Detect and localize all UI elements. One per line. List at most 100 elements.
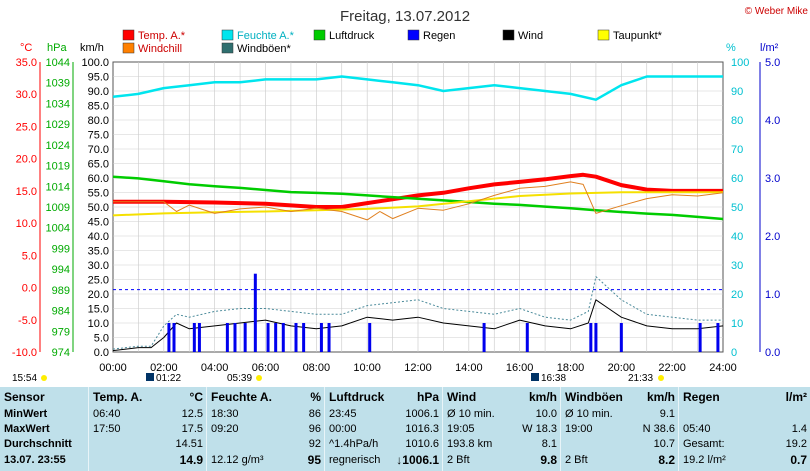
legend-swatch-0	[122, 29, 135, 41]
stats-wind-unit: km/h	[528, 390, 557, 404]
stats-col-humidity: Feuchte A.% 18:30 86 09:20 96 92 12.12 g/m³ 95	[206, 387, 325, 471]
wind-tick-1: 95.0	[88, 72, 109, 84]
legend-swatch-3	[407, 29, 420, 41]
stats-humidity-row3-label: 12.12 g/m³	[211, 454, 264, 466]
time-tick-5: 10:00	[353, 362, 381, 374]
chart-header: Freitag, 13.07.2012 © Weber Mike Temp. A.*…	[122, 6, 808, 55]
humidity-tick-2: 80	[731, 115, 743, 127]
wind-tick-14: 30.0	[88, 260, 109, 272]
stats-label-current: 13.07. 23:55	[4, 454, 66, 466]
wind-tick-9: 55.0	[88, 188, 109, 200]
humidity-tick-4: 60	[731, 173, 743, 185]
pressure-tick-11: 989	[52, 285, 70, 297]
stats-col-pressure: Luftdruck hPa 23:45 1006.1 00:00 1016.3 ^1.4hP…	[324, 387, 443, 471]
stats-rain-row2-value: 19.2	[785, 438, 807, 450]
legend-label-5: Taupunkt*	[613, 30, 663, 42]
legend-label-1: Feuchte A.*	[237, 30, 295, 42]
wind-tick-13: 35.0	[88, 246, 109, 258]
rain-tick-1: 4.0	[765, 115, 780, 127]
wind-tick-8: 60.0	[88, 173, 109, 185]
pressure-tick-3: 1029	[46, 119, 70, 131]
pressure-tick-1: 1039	[46, 78, 70, 90]
rain-bar-7	[253, 273, 257, 352]
stats-gust-row3-value: 8.2	[658, 453, 675, 467]
legend-swatch-7	[221, 42, 234, 54]
pressure-tick-14: 974	[52, 347, 70, 359]
humidity-tick-1: 90	[731, 86, 743, 98]
pressure-tick-0: 1044	[46, 57, 70, 69]
stats-humidity-row0-value: 86	[308, 408, 321, 420]
wind-tick-0: 100.0	[81, 57, 109, 69]
wind-tick-18: 10.0	[88, 318, 109, 330]
stats-rain-header: Regen	[683, 390, 720, 404]
temp-tick-4: 15.0	[16, 186, 37, 198]
wind-tick-19: 5.0	[94, 333, 109, 345]
time-tick-0: 00:00	[99, 362, 127, 374]
rain-bar-0	[167, 323, 171, 352]
legend-label-4: Wind	[518, 30, 543, 42]
rain-bar-3	[197, 323, 201, 352]
series-line-4	[113, 181, 724, 221]
pressure-tick-13: 979	[52, 326, 70, 338]
sun-icon-left	[41, 375, 47, 381]
wind-tick-17: 15.0	[88, 304, 109, 316]
humidity-tick-9: 10	[731, 318, 743, 330]
rain-bar-9	[274, 323, 278, 352]
moonrise-icon	[146, 373, 154, 381]
chart-title: Freitag, 13.07.2012	[340, 8, 470, 25]
humidity-tick-6: 40	[731, 231, 743, 243]
rain-bar-4	[225, 323, 229, 352]
chart-marks	[112, 75, 724, 352]
series-line-0	[113, 172, 723, 209]
stats-rain-row3-value: 0.7	[790, 453, 807, 467]
rain-bar-11	[294, 323, 298, 352]
series-line-6	[112, 276, 723, 350]
stats-label-max: MaxWert	[4, 423, 50, 435]
stats-pressure-row0-label: 23:45	[329, 408, 357, 420]
stats-temp-row0-label: 06:40	[93, 408, 121, 420]
pressure-tick-7: 1009	[46, 202, 70, 214]
time-tick-6: 12:00	[404, 362, 432, 374]
legend-swatch-5	[597, 29, 610, 41]
time-tick-12: 24:00	[709, 362, 737, 374]
wind-tick-7: 65.0	[88, 159, 109, 171]
legend-swatch-1	[221, 29, 234, 41]
stats-gust-header: Windböen	[565, 390, 623, 404]
temp-tick-3: 20.0	[16, 154, 37, 166]
wind-tick-5: 75.0	[88, 130, 109, 142]
temp-tick-1: 30.0	[16, 89, 37, 101]
stats-temp-header: Temp. A.	[93, 390, 143, 404]
rain-bar-16	[482, 323, 486, 352]
stats-temp-row2-value: 14.51	[175, 438, 203, 450]
humidity-tick-8: 20	[731, 289, 743, 301]
pressure-tick-10: 994	[52, 264, 70, 276]
legend-label-6: Windchill	[138, 43, 182, 55]
stats-humidity-row3-value: 95	[307, 453, 321, 467]
stats-gust-unit: km/h	[646, 390, 675, 404]
legend-label-3: Regen	[423, 30, 455, 42]
legend-label-2: Luftdruck	[329, 30, 375, 42]
stats-col-sensor: Sensor MinWert MaxWert Durchschnitt 13.0…	[0, 387, 88, 471]
stats-gust-row0-label: Ø 10 min.	[565, 408, 613, 420]
axis-unit-temp: °C	[20, 42, 32, 54]
rain-bar-14	[327, 323, 331, 352]
pressure-tick-6: 1014	[46, 181, 70, 193]
rain-bar-12	[302, 323, 306, 352]
legend-label-0: Temp. A.*	[138, 30, 186, 42]
rain-tick-2: 3.0	[765, 173, 780, 185]
temp-tick-0: 35.0	[16, 57, 37, 69]
sunset-icon	[658, 375, 664, 381]
rain-bar-17	[525, 323, 529, 352]
stats-wind-header: Wind	[447, 390, 477, 404]
time-tick-2: 04:00	[201, 362, 229, 374]
time-tick-7: 14:00	[455, 362, 483, 374]
rain-tick-0: 5.0	[765, 57, 780, 69]
wind-tick-6: 70.0	[88, 144, 109, 156]
stats-rain-unit: l/m²	[785, 390, 807, 404]
rain-bar-22	[716, 323, 720, 352]
axis-unit-rain: l/m²	[760, 42, 779, 54]
legend-swatch-6	[122, 42, 135, 54]
pressure-tick-5: 1019	[46, 161, 70, 173]
time-tick-1: 02:00	[150, 362, 178, 374]
humidity-tick-3: 70	[731, 144, 743, 156]
